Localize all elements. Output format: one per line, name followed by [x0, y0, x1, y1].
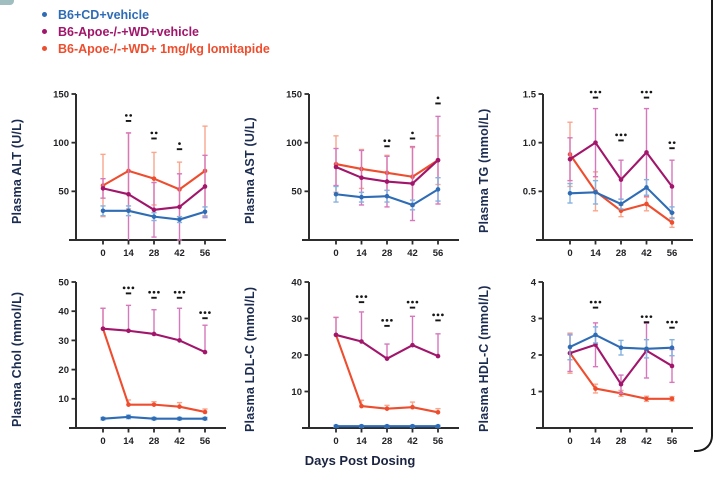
legend-bullet-icon [42, 12, 47, 17]
svg-text:56: 56 [666, 436, 677, 447]
svg-text:10: 10 [292, 387, 303, 398]
svg-text:30: 30 [58, 336, 69, 347]
legend-bullet-icon [42, 29, 47, 34]
svg-text:20: 20 [58, 365, 69, 376]
line-chart-tg: 0.5 1.0 1.5 0 14 28 42 56 [522, 89, 693, 259]
svg-text:56: 56 [433, 436, 444, 447]
svg-text:42: 42 [174, 248, 185, 259]
svg-text:14: 14 [123, 436, 134, 447]
svg-text:30: 30 [292, 314, 303, 325]
svg-text:150: 150 [53, 89, 69, 100]
chart-row-bottom: Plasma Chol (mmol/L) 10 20 30 40 50 0 14 28 42 56… [10, 270, 710, 458]
svg-text:0.5: 0.5 [522, 187, 536, 198]
svg-text:42: 42 [641, 436, 652, 447]
svg-text:1: 1 [530, 387, 536, 398]
svg-text:40: 40 [292, 277, 303, 288]
svg-text:20: 20 [292, 350, 303, 361]
svg-text:0: 0 [567, 248, 572, 259]
svg-text:0: 0 [567, 436, 572, 447]
line-chart-alt: 50 100 150 0 14 28 42 56 [53, 89, 226, 259]
svg-text:10: 10 [58, 394, 69, 405]
charts-grid: Plasma ALT (U/L) 50 100 150 0 14 28 42 56 Plasm… [10, 82, 710, 458]
svg-text:28: 28 [382, 436, 393, 447]
svg-text:14: 14 [590, 248, 601, 259]
svg-text:3: 3 [530, 314, 535, 325]
line-chart-hdl: 1 2 3 4 0 14 28 42 56 [530, 277, 693, 447]
svg-text:1.5: 1.5 [522, 89, 536, 100]
svg-text:14: 14 [123, 248, 134, 259]
svg-text:42: 42 [641, 248, 652, 259]
chart-panel-ldl: Plasma LDL-C (mmol/L) 10 20 30 40 0 14 28 42 56 [243, 270, 476, 458]
y-axis-label: Plasma LDL-C (mmol/L) [243, 286, 258, 432]
svg-text:40: 40 [58, 307, 69, 318]
y-axis-label: Plasma HDL-C (mmol/L) [476, 285, 491, 433]
svg-text:14: 14 [357, 248, 368, 259]
line-chart-chol: 10 20 30 40 50 0 14 28 42 56 [58, 277, 226, 447]
svg-text:42: 42 [408, 436, 419, 447]
svg-text:50: 50 [292, 187, 303, 198]
svg-text:0: 0 [334, 248, 339, 259]
svg-text:100: 100 [53, 138, 69, 149]
svg-text:42: 42 [408, 248, 419, 259]
svg-text:28: 28 [615, 436, 626, 447]
line-chart-ldl: 10 20 30 40 0 14 28 42 56 [292, 277, 460, 447]
y-axis-label: Plasma ALT (U/L) [10, 118, 24, 224]
y-axis-label: Plasma TG (mmol/L) [476, 108, 491, 234]
svg-text:56: 56 [200, 248, 211, 259]
svg-text:50: 50 [58, 277, 69, 288]
svg-text:0: 0 [100, 436, 105, 447]
svg-text:28: 28 [149, 248, 160, 259]
legend-item: B6-Apoe-/-+WD+vehicle [40, 23, 270, 40]
legend: B6+CD+vehicle B6-Apoe-/-+WD+vehicle B6-A… [40, 6, 270, 57]
svg-text:56: 56 [666, 248, 677, 259]
chart-panel-alt: Plasma ALT (U/L) 50 100 150 0 14 28 42 56 [10, 82, 243, 270]
x-axis-label: Days Post Dosing [304, 453, 416, 468]
legend-label: B6-Apoe-/-+WD+vehicle [58, 24, 200, 39]
line-chart-ast: 50 100 150 0 14 28 42 56 [286, 89, 460, 259]
svg-text:28: 28 [615, 248, 626, 259]
svg-text:1.0: 1.0 [522, 138, 535, 149]
chart-panel-chol: Plasma Chol (mmol/L) 10 20 30 40 50 0 14 28 42 56 [10, 270, 243, 458]
svg-text:100: 100 [286, 138, 302, 149]
svg-text:42: 42 [174, 436, 185, 447]
legend-label: B6-Apoe-/-+WD+ 1mg/kg lomitapide [58, 41, 270, 56]
chart-row-top: Plasma ALT (U/L) 50 100 150 0 14 28 42 56 Plasm… [10, 82, 710, 270]
svg-text:28: 28 [382, 248, 393, 259]
svg-text:150: 150 [286, 89, 302, 100]
legend-item: B6+CD+vehicle [40, 6, 270, 23]
svg-text:50: 50 [58, 187, 69, 198]
chart-panel-ast: Plasma AST (U/L) 50 100 150 0 14 28 42 56 [243, 82, 476, 270]
svg-text:14: 14 [357, 436, 368, 447]
legend-item: B6-Apoe-/-+WD+ 1mg/kg lomitapide [40, 40, 270, 57]
svg-text:14: 14 [590, 436, 601, 447]
svg-text:0: 0 [334, 436, 339, 447]
svg-text:56: 56 [433, 248, 444, 259]
svg-text:28: 28 [149, 436, 160, 447]
chart-panel-hdl: Plasma HDL-C (mmol/L) 1 2 3 4 0 14 28 42 56 [477, 270, 710, 458]
y-axis-label: Plasma Chol (mmol/L) [10, 291, 24, 427]
legend-label: B6+CD+vehicle [58, 7, 150, 22]
svg-text:56: 56 [200, 436, 211, 447]
chart-panel-tg: Plasma TG (mmol/L) 0.5 1.0 1.5 0 14 28 42 56 [477, 82, 710, 270]
svg-text:0: 0 [100, 248, 105, 259]
svg-text:4: 4 [530, 277, 536, 288]
legend-bullet-icon [42, 46, 47, 51]
corner-accent-mark [0, 0, 14, 5]
svg-text:2: 2 [530, 350, 535, 361]
y-axis-label: Plasma AST (U/L) [243, 117, 258, 225]
